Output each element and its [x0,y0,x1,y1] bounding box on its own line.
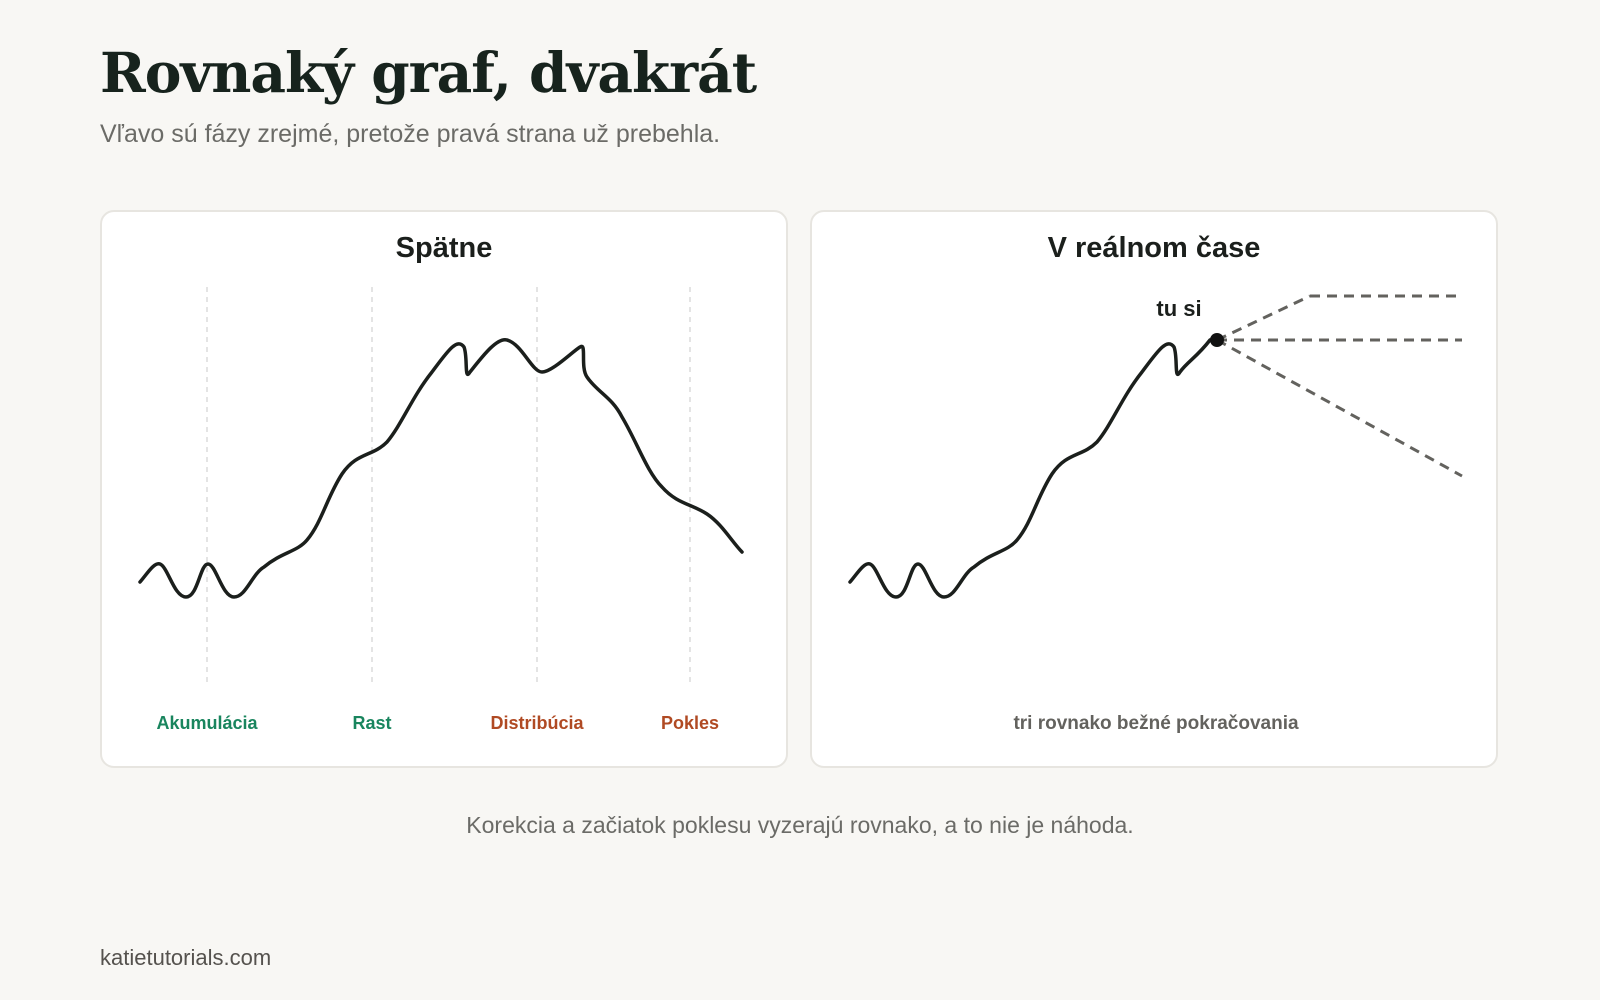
continuations-caption: tri rovnako bežné pokračovania [1013,713,1299,734]
hindsight-panel-title: Spätne [395,232,493,264]
site-credit: katietutorials.com [100,945,272,970]
hindsight-panel: Spätne Akumulácia Rast Distribúcia Pokle… [100,210,788,768]
page-title: Rovnaký graf, dvakrát [100,40,757,105]
price-history-line [848,338,1212,599]
real-time-panel-title: V reálnom čase [1047,232,1261,264]
hindsight-chart: Akumulácia Rast Distribúcia Pokles [138,287,744,733]
continuation-up-path [1216,294,1311,342]
continuation-down-path [1216,338,1463,478]
phase-label-distribution: Distribúcia [490,713,584,733]
market-cycle-line [138,338,744,599]
current-position-marker [1210,333,1224,347]
real-time-chart: tu si tri rovnako bežné pokračovania [848,294,1463,734]
current-position-label: tu si [1156,296,1201,321]
footer-note: Korekcia a začiatok poklesu vyzerajú rov… [466,812,1134,838]
phase-label-decline: Pokles [661,713,719,733]
phase-label-accumulation: Akumulácia [156,713,258,733]
page-subtitle: Vľavo sú fázy zrejmé, pretože pravá stra… [100,120,721,148]
phase-label-growth: Rast [352,713,391,733]
real-time-panel: V reálnom čase tu si tri rovnako bežné p… [810,210,1498,768]
